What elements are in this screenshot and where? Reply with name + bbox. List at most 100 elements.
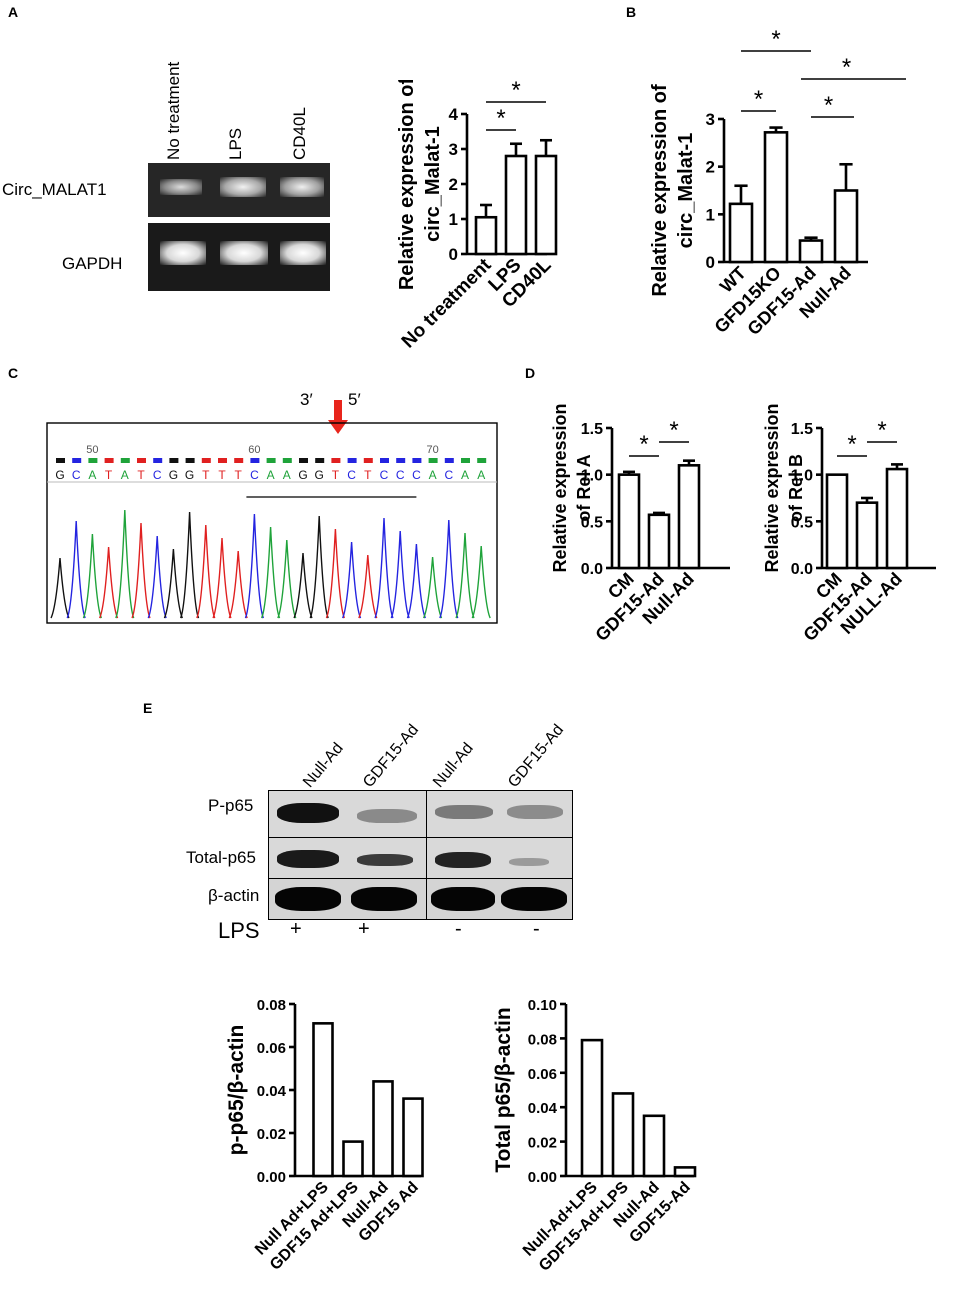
panel-letter-c: C [8,365,19,381]
base-color-marker [396,458,406,463]
arrow-label-5prime: 5′ [348,390,361,409]
gel-row-label-gapdh: GAPDH [62,254,123,273]
y-tick-label: 0 [706,253,715,272]
base-color-marker [299,458,308,463]
y-tick-label: 3 [706,110,715,129]
trace-peak [374,517,394,619]
trace-peak [293,552,313,619]
base-letter: C [380,468,389,482]
y-tick-label: 2 [706,158,715,177]
wb-lane-label-1: Null-Ad [300,739,347,791]
trace-peak [98,546,119,619]
base-letter: G [55,468,64,482]
base-letter: A [461,468,469,482]
y-tick-label: 1.0 [581,468,603,485]
base-letter: C [250,468,259,482]
bar [342,1140,364,1178]
bar [402,1097,424,1178]
trace-peak [228,550,248,619]
y-axis-title: p-p65/β-actin [225,1025,248,1156]
y-axis-title-line: of Rel B [786,454,806,522]
lps-sign-2: + [358,918,370,940]
y-tick-label: 0.0 [581,561,603,578]
sequence-position-number: 70 [426,444,438,456]
gel-strip-gapdh [148,223,330,291]
trace-peak [277,539,297,619]
y-tick-label: 0.04 [257,1083,287,1100]
trace-peak [260,526,281,619]
y-axis-title-line: Relative expression [550,403,570,572]
base-color-marker [250,458,260,463]
y-tick-label: 3 [449,140,458,159]
trace-peak [390,530,410,619]
base-letter: G [315,468,324,482]
panel-letter-a: A [8,4,19,20]
trace-peak [358,554,378,619]
trace-peak [341,541,362,619]
y-tick-label: 0.0 [791,561,813,578]
significance-marker: * [496,105,505,132]
base-letter: G [298,468,307,482]
base-letter: C [412,468,421,482]
wb-row-label-p-p65: P-p65 [208,796,254,815]
base-letter: A [267,468,275,482]
base-letter: A [429,468,437,482]
lps-sign-3: - [455,918,462,940]
trace-peak [147,535,167,619]
significance-marker: * [824,92,833,119]
panel-letter-d: D [525,365,536,381]
base-color-marker [266,458,276,463]
base-letter: T [235,468,243,482]
y-tick-label: 0.00 [528,1169,557,1186]
y-axis-title: Total p65/β-actin [492,1007,515,1172]
bar [504,154,528,256]
y-axis-title: Relative expression of circ_Malat-1 [649,84,697,297]
sequencing-chromatogram: G C A T A T C G G T T T C A A G G T C T C C C A C A A50 60 70 [46,400,498,624]
base-color-marker [444,458,454,463]
trace-peak [82,533,103,619]
base-letter: G [185,468,194,482]
base-color-marker [88,458,98,463]
base-letter: C [347,468,356,482]
trace-peak [179,511,200,619]
base-letter: T [137,468,145,482]
gel-image-a [148,163,330,291]
bar [885,467,909,570]
y-tick-label: 0.02 [257,1126,286,1143]
base-color-marker [347,458,357,463]
chart-e-total-p65: 0.00 0.02 0.04 0.06 0.08 0.10 Total p65/β-acti… [492,1000,697,1275]
base-color-marker [218,458,227,463]
y-tick-label: 0.5 [581,514,603,531]
base-color-marker [104,458,114,463]
y-tick-label: 0.08 [528,1031,557,1048]
y-tick-label: 1 [706,205,715,224]
base-color-marker [120,458,130,463]
gel-col-label-lps: LPS [226,127,245,160]
base-letter: A [283,468,291,482]
base-letter: A [121,468,129,482]
trace-peak [406,543,427,619]
trace-peak [115,509,135,619]
base-color-marker [428,458,438,463]
y-axis-title: Relative expression of Rel A [550,403,594,572]
base-color-marker [331,458,341,463]
bar [617,473,641,570]
y-tick-label: 0.10 [528,1000,557,1014]
y-axis-title-line: Relative expression [762,403,782,572]
trace-peak [163,548,184,619]
base-letter: C [153,468,162,482]
significance-marker: * [669,417,678,444]
significance-marker: * [511,80,520,104]
bar [677,464,701,570]
gel-col-label-no-treatment: No treatment [164,61,183,160]
base-color-marker [461,458,470,463]
base-letter: T [218,468,226,482]
bar [534,154,558,256]
lps-sign-1: + [290,918,302,940]
trace-peak [325,528,346,619]
y-tick-label: 0.04 [528,1100,558,1117]
y-axis-title-line: Relative expression of [649,84,671,297]
